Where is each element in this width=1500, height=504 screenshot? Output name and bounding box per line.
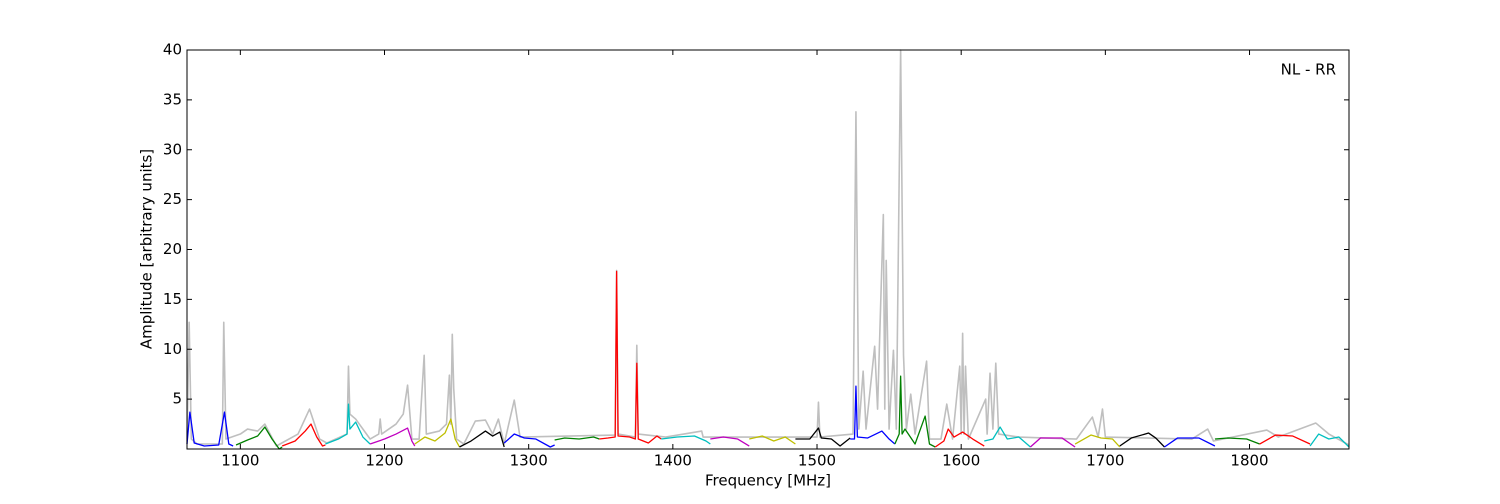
y-tick-label: 40 <box>163 41 182 59</box>
data-line <box>554 436 600 441</box>
y-tick-label: 30 <box>163 140 182 158</box>
data-line <box>749 435 796 445</box>
x-tick-label: 1600 <box>942 452 980 470</box>
annotation: NL - RR <box>1281 61 1336 79</box>
data-line <box>1029 437 1076 448</box>
data-line <box>414 418 461 448</box>
data-line <box>710 436 750 447</box>
data-line <box>661 435 711 445</box>
data-line <box>186 411 234 447</box>
y-tick-label: 35 <box>163 90 182 108</box>
x-tick-label: 1400 <box>654 452 692 470</box>
y-tick-label: 5 <box>172 390 182 408</box>
y-axis-label: Amplitude [arbitrary units] <box>138 149 156 349</box>
x-tick-label: 1800 <box>1230 452 1268 470</box>
x-tick-label: 1700 <box>1086 452 1124 470</box>
data-line <box>1309 433 1350 448</box>
data-line <box>325 403 371 445</box>
plot-frame <box>186 49 1350 450</box>
data-line <box>369 427 416 447</box>
y-tick-label: 15 <box>163 290 182 308</box>
y-tick-label: 20 <box>163 240 182 258</box>
data-line <box>281 423 326 447</box>
x-tick-label: 1200 <box>365 452 403 470</box>
data-line <box>850 385 896 445</box>
x-tick-label: 1300 <box>510 452 548 470</box>
data-line <box>1214 437 1260 445</box>
x-tick-label: 1500 <box>798 452 836 470</box>
data-line <box>459 430 505 448</box>
data-line <box>1074 434 1121 448</box>
y-tick-label: 25 <box>163 190 182 208</box>
x-tick-label: 1100 <box>221 452 259 470</box>
data-line <box>503 433 555 448</box>
data-line <box>1119 432 1165 448</box>
data-line <box>934 428 985 448</box>
data-line <box>894 375 936 448</box>
data-line <box>1164 437 1216 448</box>
x-axis-label: Frequency [MHz] <box>705 472 831 490</box>
data-line <box>1259 434 1311 445</box>
data-line <box>984 426 1031 448</box>
data-line <box>795 427 851 447</box>
data-line <box>599 270 662 444</box>
y-tick-label: 10 <box>163 340 182 358</box>
data-line <box>186 49 1350 447</box>
